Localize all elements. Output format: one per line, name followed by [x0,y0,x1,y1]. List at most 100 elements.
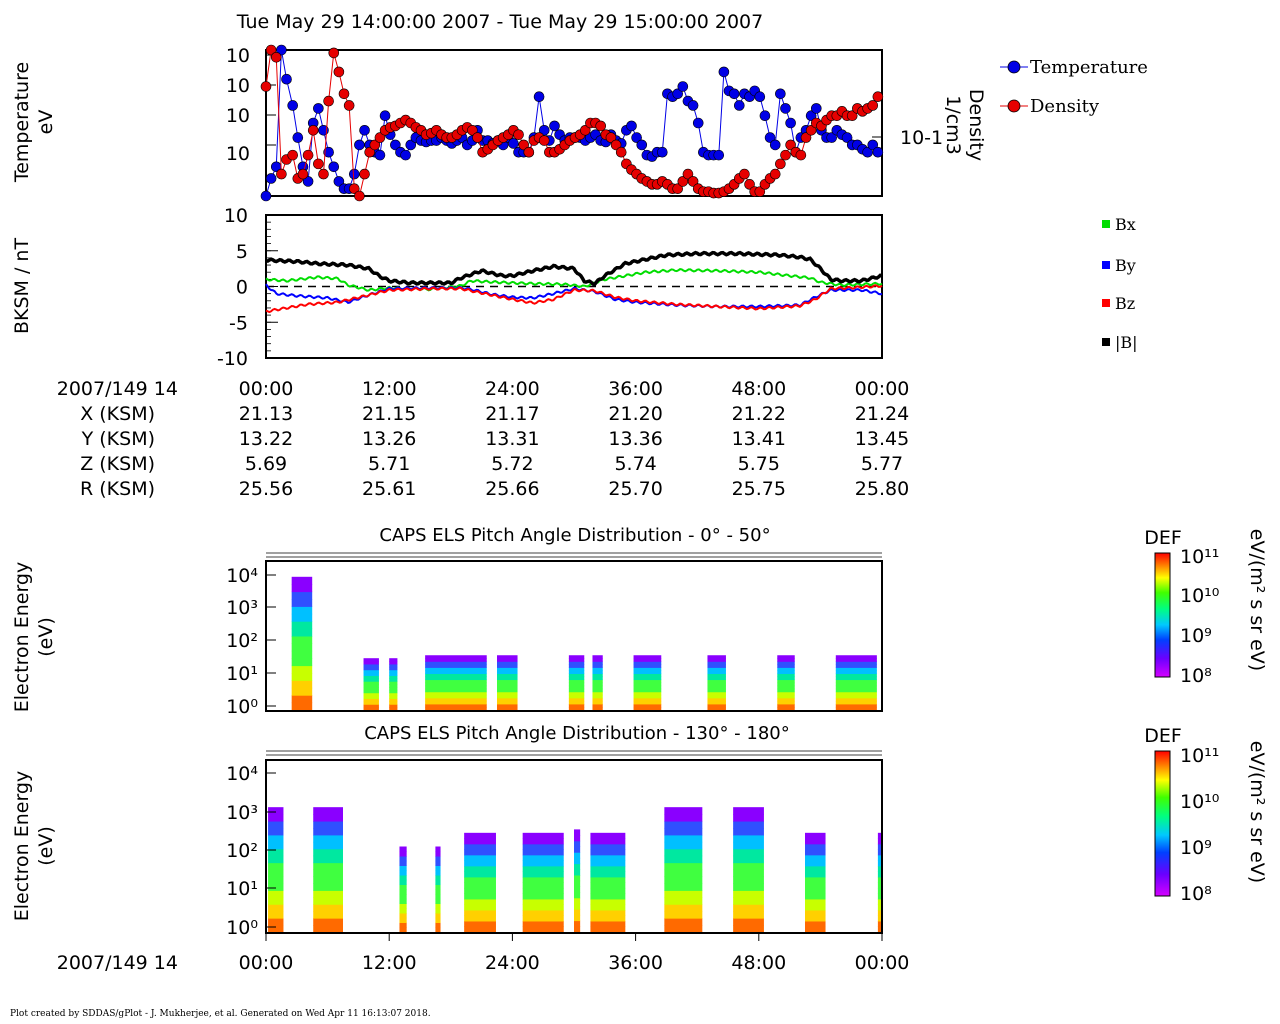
spectrogram-cell [835,688,877,693]
spectrogram-cell [733,841,764,850]
spectrogram-cell [568,655,585,659]
spectrogram-cell [363,672,379,676]
spectrogram-cell [389,704,398,708]
spectrogram-cell [425,664,487,668]
spectrogram-cell [363,704,379,708]
spectrogram-cell [805,909,826,916]
spectrogram-cell [592,688,603,693]
temperature-point [400,149,411,161]
legend-bz-swatch [1102,299,1110,307]
spectrogram-cell [664,897,703,905]
spectrogram-cell [291,628,313,637]
temperature-point [508,138,519,149]
spectrogram-cell [777,685,795,690]
pad-130-180-title: CAPS ELS Pitch Angle Distribution - 130°… [364,723,790,744]
spectrogram-cell [707,664,726,668]
temperature-point [867,139,879,151]
density-point [595,120,606,132]
bfield-tick-label: -5 [229,312,248,334]
spectrogram-cell [664,883,703,891]
temperature-point [549,120,560,132]
temperature-point [692,117,704,129]
spectrogram-cell [522,854,564,861]
energy-tick-label: 10³ [226,802,258,824]
orbit-row-value: 5.74 [614,453,656,475]
spectrogram-cell [313,904,343,912]
colorbar-2-gradient [1154,750,1171,897]
temperature-point [359,125,370,136]
temperature-point [333,176,345,187]
spectrogram-cell [497,661,518,665]
orbit-row-value: 25.80 [855,478,909,500]
spectrogram-cell [268,834,284,843]
spectrogram-cell [464,843,496,850]
spectrogram-cell [399,917,407,923]
spectrogram-cell [777,667,795,671]
pad-0-50-y-ticks: 10⁴ 10³ 10² 10¹ 10⁰ [226,565,276,718]
spectrogram-cell [592,685,603,690]
density-point [775,158,786,170]
spectrogram-cell [590,920,626,927]
bottom-tick-label: 12:00 [362,952,417,974]
spectrogram-cell [425,655,487,659]
density-point [328,47,340,59]
density-point [260,81,272,92]
spectrogram-cell [399,860,407,866]
density-point [472,132,483,143]
orbit-row-label: Z (KSM) [80,453,155,475]
orbit-table: 2007/149 14 00:00 12:00 24:00 36:00 48:00 00:… [57,378,910,500]
temperature-point [672,88,683,100]
spectrogram-cell [574,846,581,853]
spectrogram-cell [363,661,379,665]
orbit-row-value: 25.75 [732,478,786,500]
spectrogram-cell [313,841,343,850]
spectrogram-cell [464,832,496,839]
spectrogram-cell [590,898,626,905]
spectrogram-cell [590,882,626,889]
orbit-row-value: 21.22 [732,403,786,425]
spectrogram-cell [399,846,407,852]
spectrogram-cell [877,860,882,867]
energy-tick-label: 10⁴ [226,763,258,785]
spectrogram-cell [592,673,603,678]
spectrogram-cell [268,814,284,822]
spectrogram-cell [522,904,564,911]
spectrogram-cell [805,920,826,927]
temperature-point [733,100,745,111]
spectrogram-cell [464,865,496,872]
spectrogram-cell [313,911,343,919]
density-point [739,168,750,180]
spectrogram-cell [574,875,581,882]
spectrogram-cell [268,876,284,884]
spectrogram-cell [425,667,487,671]
spectrogram-cell [707,673,726,678]
spectrogram-cell [574,852,581,859]
spectrogram-cell [313,925,343,933]
plasma-plot-frame [265,49,883,197]
spectrogram-cell [435,879,441,885]
orbit-row-value: 13.22 [239,428,293,450]
spectrogram-cell [877,926,882,933]
spectrogram-cell [399,913,407,919]
density-point [795,149,807,161]
panel-pad-0-50: CAPS ELS Pitch Angle Distribution - 0° -… [11,525,883,718]
spectrogram-cell [664,869,703,878]
spectrogram-cell [777,700,795,705]
spectrogram-cell [268,897,284,905]
spectrogram-cell [291,687,313,696]
spectrogram-cell [399,894,407,900]
spectrogram-cell [291,702,313,711]
spectrogram-cell [291,643,313,652]
spectrogram-cell [574,869,581,876]
spectrogram-cell [363,695,379,699]
spectrogram-cell [590,832,626,839]
spectrogram-cell [291,680,313,689]
spectrogram-cell [497,655,518,659]
bottom-tick-label: 48:00 [731,952,786,974]
spectrogram-cell [574,920,581,927]
spectrogram-cell [363,686,379,691]
spectrogram-cell [497,676,518,681]
spectrogram-cell [574,857,581,865]
spectrogram-cell [464,926,496,933]
spectrogram-cell [425,676,487,681]
